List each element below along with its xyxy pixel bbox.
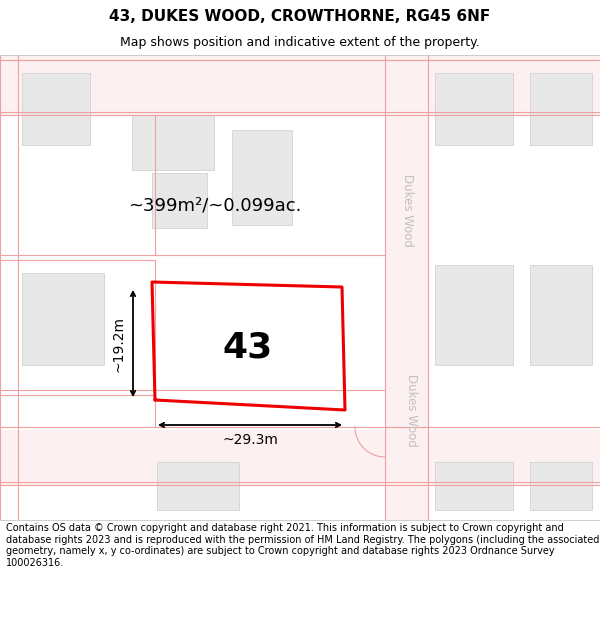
Bar: [157, 462, 239, 510]
Text: Contains OS data © Crown copyright and database right 2021. This information is : Contains OS data © Crown copyright and d…: [6, 523, 599, 568]
Bar: [435, 265, 513, 365]
Text: ~19.2m: ~19.2m: [111, 316, 125, 371]
Bar: [385, 55, 428, 520]
Bar: [530, 73, 592, 145]
Text: Dukes Wood: Dukes Wood: [401, 174, 413, 246]
Bar: [0, 430, 600, 485]
Bar: [435, 462, 513, 510]
Text: Map shows position and indicative extent of the property.: Map shows position and indicative extent…: [120, 36, 480, 49]
Bar: [435, 73, 513, 145]
Bar: [152, 173, 207, 228]
Bar: [0, 55, 600, 115]
Bar: [530, 265, 592, 365]
Text: ~29.3m: ~29.3m: [222, 433, 278, 447]
Bar: [530, 462, 592, 510]
Text: ~399m²/~0.099ac.: ~399m²/~0.099ac.: [128, 196, 302, 214]
Text: Dukes Wood: Dukes Wood: [406, 374, 419, 446]
Bar: [132, 115, 214, 170]
Bar: [22, 273, 104, 365]
Bar: [232, 130, 292, 225]
Text: 43: 43: [223, 331, 273, 365]
Bar: [22, 73, 90, 145]
Text: 43, DUKES WOOD, CROWTHORNE, RG45 6NF: 43, DUKES WOOD, CROWTHORNE, RG45 6NF: [109, 9, 491, 24]
